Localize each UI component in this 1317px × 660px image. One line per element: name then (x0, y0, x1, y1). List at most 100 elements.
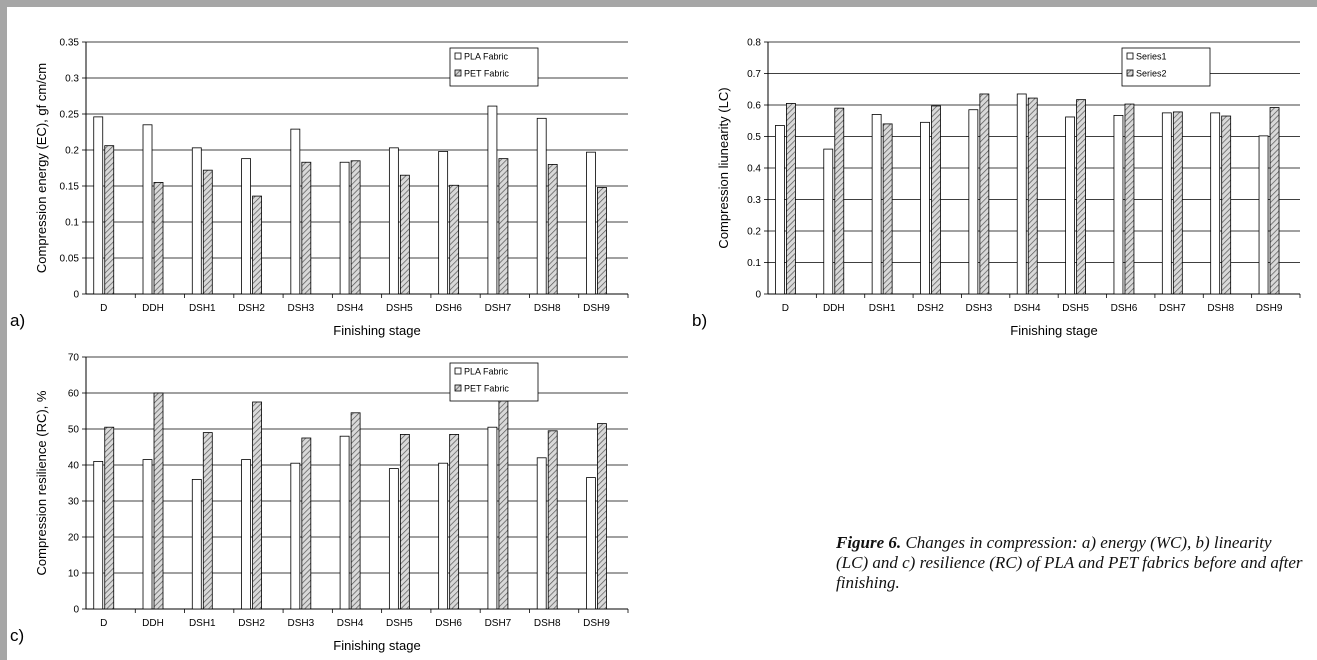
x-axis-label: Finishing stage (333, 638, 420, 653)
bar-series1 (191, 478, 202, 610)
bar-series2 (350, 160, 361, 295)
figure-caption-label: Figure 6. (836, 533, 902, 552)
legend-swatch (1126, 52, 1134, 60)
x-tick-label: DSH1 (189, 618, 216, 629)
x-tick-label: D (782, 303, 789, 314)
bar-series2 (786, 103, 796, 295)
bar-series1 (241, 158, 251, 295)
bar-series2 (202, 169, 213, 295)
y-tick-label: 0.3 (65, 74, 79, 85)
y-axis-label: Compression energy (EC), gf cm/cm (34, 63, 49, 273)
y-tick-label: 0.3 (747, 195, 761, 206)
bar-series1 (968, 109, 979, 295)
bar-series1 (1065, 116, 1075, 295)
bar-series2 (153, 392, 164, 610)
y-axis-label: Compression liunearity (LC) (716, 87, 731, 248)
legend-swatch (454, 69, 462, 77)
bar-series2 (301, 161, 312, 295)
bar-series2 (252, 401, 262, 610)
x-axis-label: Finishing stage (333, 323, 420, 338)
bar-series1 (388, 468, 399, 610)
figure-caption: Figure 6. Changes in compression: a) ene… (836, 533, 1306, 593)
panel-label: b) (692, 311, 707, 330)
x-tick-label: DSH4 (337, 618, 364, 629)
bar-series1 (1016, 93, 1027, 295)
bar-series2 (547, 430, 558, 610)
bar-series1 (586, 477, 596, 610)
y-tick-label: 0.2 (65, 146, 79, 157)
y-tick-label: 0.2 (747, 227, 761, 238)
x-tick-label: DSH9 (583, 618, 610, 629)
bar-series1 (339, 435, 350, 610)
x-tick-label: DSH2 (238, 618, 265, 629)
bar-series1 (1161, 112, 1172, 295)
bar-series1 (438, 462, 449, 610)
bar-series1 (1258, 135, 1269, 295)
y-tick-label: 0 (755, 290, 761, 301)
bar-series2 (597, 423, 607, 610)
y-tick-label: 0.6 (747, 101, 761, 112)
y-tick-label: 0.1 (747, 258, 761, 269)
y-tick-label: 0.1 (65, 218, 79, 229)
frame-top-border (0, 0, 1317, 7)
bar-series1 (536, 457, 547, 610)
chart-svg: 0 10 20 30 40 50 60 70 D DDH DSH1 DSH2 DSH3 DSH4 DSH5 D… (10, 353, 629, 653)
bar-series2 (449, 184, 460, 295)
bar-series2 (350, 412, 361, 610)
y-tick-label: 40 (68, 461, 80, 472)
bar-series2 (547, 163, 558, 295)
x-tick-label: DSH7 (1159, 303, 1186, 314)
legend: PLA Fabric PET Fabric (449, 362, 539, 402)
bar-series1 (339, 161, 350, 295)
bar-series2 (498, 158, 509, 295)
x-tick-label: DDH (142, 303, 164, 314)
x-tick-label: DDH (142, 618, 164, 629)
y-tick-label: 50 (68, 425, 80, 436)
y-tick-label: 0 (73, 290, 79, 301)
x-tick-label: DSH1 (869, 303, 896, 314)
bar-series2 (834, 107, 845, 295)
x-tick-label: DSH4 (337, 303, 364, 314)
bar-series1 (487, 105, 498, 295)
chart-panel-b: 0 0.1 0.2 0.3 0.4 0.5 0.6 0.7 0.8 D DDH DSH1 DSH2 DSH… (690, 30, 1310, 340)
legend-entry: PLA Fabric (464, 52, 509, 62)
x-tick-label: DSH3 (966, 303, 993, 314)
y-tick-label: 0 (73, 605, 79, 616)
bar-series2 (1027, 97, 1038, 295)
bar-series1 (290, 128, 301, 295)
y-axis-label: Compression resilience (RC), % (34, 390, 49, 575)
y-tick-label: 10 (68, 569, 80, 580)
x-tick-label: D (100, 618, 107, 629)
y-tick-label: 60 (68, 389, 80, 400)
bar-series2 (597, 187, 607, 295)
bar-series2 (252, 195, 262, 295)
y-tick-label: 30 (68, 497, 80, 508)
x-tick-label: DSH2 (238, 303, 265, 314)
x-tick-label: DSH8 (534, 303, 561, 314)
bar-series2 (449, 434, 460, 610)
bar-series1 (93, 116, 104, 295)
bar-series2 (1221, 115, 1232, 295)
bar-series2 (202, 432, 213, 610)
bar-series1 (93, 461, 104, 610)
bar-series2 (153, 181, 164, 295)
y-tick-label: 70 (68, 353, 80, 364)
legend-swatch (454, 384, 462, 392)
legend-swatch (1126, 69, 1134, 77)
bar-series2 (882, 123, 893, 295)
x-tick-label: DDH (823, 303, 845, 314)
legend-swatch (454, 52, 462, 60)
x-tick-label: DSH7 (485, 303, 512, 314)
bar-series1 (823, 148, 834, 295)
frame-left-border (0, 0, 7, 660)
x-tick-label: DSH3 (287, 303, 314, 314)
x-tick-label: DSH5 (1062, 303, 1089, 314)
y-tick-label: 0.5 (747, 132, 761, 143)
x-tick-label: DSH9 (583, 303, 610, 314)
bar-series2 (301, 437, 312, 610)
y-tick-label: 0.25 (60, 110, 80, 121)
bar-series1 (290, 462, 301, 610)
bar-series1 (871, 114, 882, 295)
x-tick-label: DSH8 (534, 618, 561, 629)
bar-series2 (399, 434, 410, 610)
